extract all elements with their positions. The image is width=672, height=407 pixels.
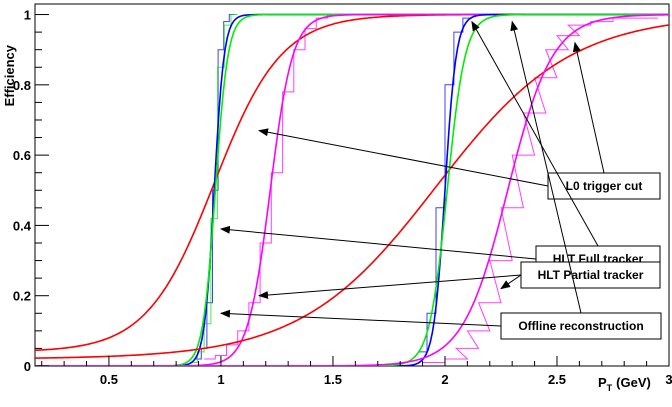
x-tick-label: 2.5 (548, 372, 566, 387)
annotation-0: L0 trigger cut (258, 41, 661, 200)
x-axis-title-unit: (GeV) (616, 375, 651, 390)
y-tick-label: 0.6 (13, 148, 31, 163)
x-axis-title: PT (GeV) (598, 375, 651, 393)
x-tick-label: 0.5 (100, 372, 118, 387)
annotation-arrow-secondary (572, 41, 605, 174)
annotation-arrow-secondary (471, 20, 599, 247)
y-tick-label: 0.2 (13, 289, 31, 304)
y-axis-title: Efficiency (2, 44, 17, 106)
annotation-arrow-primary (219, 309, 502, 327)
x-tick-label: 1.5 (324, 372, 342, 387)
x-axis-title-main: P (598, 375, 607, 390)
annotation-label: L0 trigger cut (566, 179, 643, 193)
annotation-arrow-secondary (510, 20, 582, 314)
annotation-2: HLT Partial tracker (258, 261, 661, 299)
annotation-1: HLT Full tracker (219, 20, 661, 273)
annotation-label: HLT Partial tracker (538, 268, 644, 282)
y-tick-label: 1 (24, 8, 31, 23)
annotation-box (500, 312, 662, 340)
histogram-offline-threshold-1GeV (204, 14, 339, 360)
curve-offline-threshold-2GeV (35, 14, 669, 366)
y-tick-label: 0.4 (13, 218, 32, 233)
x-tick-label: 2 (441, 372, 448, 387)
x-tick-label: 1 (217, 372, 224, 387)
histogram-offline-threshold-2GeV (422, 17, 658, 363)
annotation-label: Offline reconstruction (518, 319, 643, 333)
annotation-arrow-secondary (500, 274, 522, 290)
annotation-arrow-primary (219, 225, 537, 260)
x-axis-title-subscript: T (607, 383, 613, 393)
x-tick-label: 3 (665, 372, 672, 387)
axes-layer: 0.5 1 1.5 2 2.5 3 0 0.2 0.4 0.6 0.8 1 (13, 8, 672, 387)
curves-layer (35, 13, 669, 366)
annotation-arrow-primary (258, 128, 549, 187)
annotation-arrow-primary (258, 274, 522, 299)
curve-l0-threshold-2GeV (35, 24, 669, 359)
annotation-3: Offline reconstruction (219, 20, 662, 340)
y-tick-label: 0 (24, 359, 31, 374)
annotation-box (547, 172, 661, 200)
annotation-box (520, 261, 661, 289)
y-tick-label: 0.8 (13, 78, 31, 93)
